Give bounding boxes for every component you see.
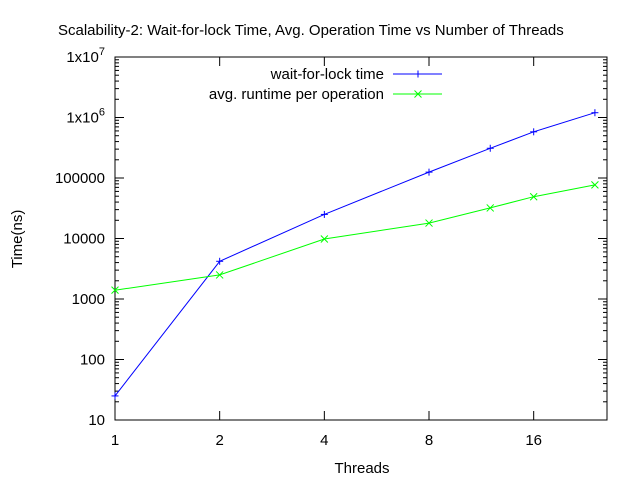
data-point-wait-for-lock <box>111 392 119 400</box>
x-tick-label: 8 <box>425 432 433 449</box>
data-point-avg-runtime <box>425 219 433 227</box>
data-point-avg-runtime <box>320 235 329 243</box>
y-tick-label: 100 <box>80 352 105 369</box>
data-point-wait-for-lock <box>425 168 433 176</box>
data-point-avg-runtime <box>591 181 599 189</box>
legend-marker-wait-for-lock <box>414 70 422 78</box>
legend-label-wait-for-lock: wait-for-lock time <box>270 66 384 83</box>
data-point-avg-runtime <box>529 192 538 201</box>
x-tick-label: 2 <box>215 432 223 449</box>
series-line-avg-runtime <box>114 184 595 291</box>
plot-frame <box>114 56 608 421</box>
data-point-wait-for-lock <box>320 210 328 218</box>
y-tick-label: 1x107 <box>66 46 105 66</box>
series-avg-runtime <box>111 181 599 295</box>
legend: wait-for-lock time avg. runtime per opera… <box>209 66 442 103</box>
data-point-wait-for-lock <box>530 128 538 136</box>
series-line-wait-for-lock <box>114 112 596 397</box>
legend-marker-avg-runtime <box>414 90 422 98</box>
series-wait-for-lock <box>111 109 599 400</box>
x-tick-label: 16 <box>525 432 542 449</box>
series-layer <box>111 109 599 400</box>
data-point-avg-runtime <box>111 286 119 295</box>
data-point-avg-runtime <box>215 271 224 279</box>
data-point-wait-for-lock <box>591 109 599 117</box>
y-axis: 10 100 1000 10000 100000 1x106 1x107 <box>55 46 607 429</box>
x-axis-label: Threads <box>334 460 389 477</box>
y-tick-label: 1x106 <box>66 107 105 127</box>
y-axis-label: Time(ns) <box>9 210 26 269</box>
data-point-avg-runtime <box>486 204 495 212</box>
y-tick-label: 100000 <box>55 170 105 187</box>
y-tick-label: 10 <box>88 412 105 429</box>
x-tick-label: 4 <box>320 432 328 449</box>
data-point-wait-for-lock <box>486 144 494 152</box>
y-tick-label: 10000 <box>63 231 105 248</box>
y-tick-label: 1000 <box>72 291 105 308</box>
x-tick-label: 1 <box>111 432 119 449</box>
legend-label-avg-runtime: avg. runtime per operation <box>209 86 384 103</box>
x-axis: 1 2 4 8 16 <box>111 57 542 449</box>
chart-title: Scalability-2: Wait-for-lock Time, Avg. … <box>58 22 564 39</box>
data-point-wait-for-lock <box>216 257 224 265</box>
